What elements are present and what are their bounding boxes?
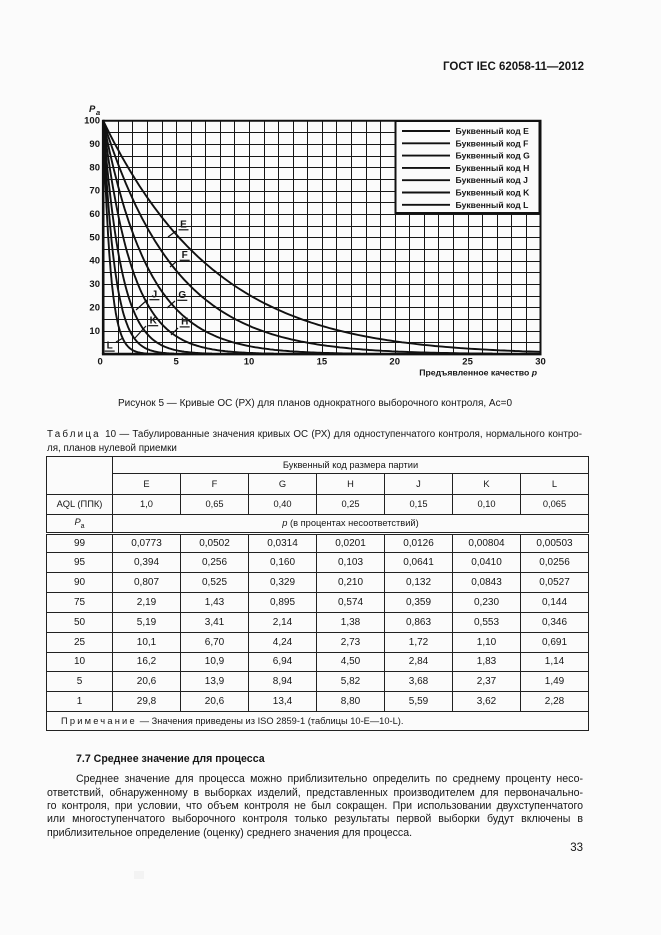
svg-text:25: 25: [462, 357, 473, 368]
svg-text:Буквенный код K: Буквенный код K: [456, 188, 531, 198]
svg-text:100: 100: [84, 116, 100, 127]
svg-text:0: 0: [98, 357, 103, 368]
svg-text:P: P: [89, 104, 96, 115]
svg-text:Предъявленное качество p: Предъявленное качество p: [419, 368, 537, 378]
svg-text:5: 5: [173, 357, 179, 368]
svg-text:90: 90: [89, 139, 100, 150]
svg-text:Буквенный код J: Буквенный код J: [456, 175, 529, 185]
svg-text:G: G: [178, 290, 186, 301]
svg-text:40: 40: [89, 256, 100, 267]
svg-text:50: 50: [89, 232, 100, 243]
svg-text:30: 30: [535, 357, 546, 368]
svg-text:10: 10: [244, 357, 255, 368]
svg-text:Буквенный код H: Буквенный код H: [456, 163, 530, 173]
svg-text:20: 20: [389, 357, 400, 368]
svg-text:H: H: [181, 317, 188, 328]
svg-text:20: 20: [89, 302, 100, 313]
svg-text:60: 60: [89, 209, 100, 220]
svg-text:a: a: [96, 108, 100, 117]
svg-text:Буквенный код G: Буквенный код G: [456, 151, 531, 161]
svg-text:Буквенный код F: Буквенный код F: [456, 138, 529, 148]
svg-text:E: E: [180, 219, 187, 230]
svg-text:80: 80: [89, 162, 100, 173]
svg-text:Буквенный код E: Буквенный код E: [456, 126, 530, 136]
svg-text:L: L: [107, 341, 113, 352]
svg-text:Буквенный код L: Буквенный код L: [456, 200, 529, 210]
svg-text:F: F: [182, 250, 188, 261]
svg-text:10: 10: [89, 326, 100, 337]
svg-text:J: J: [152, 289, 158, 300]
svg-text:K: K: [150, 315, 158, 326]
svg-text:70: 70: [89, 186, 100, 197]
svg-text:15: 15: [317, 357, 328, 368]
svg-text:30: 30: [89, 279, 100, 290]
